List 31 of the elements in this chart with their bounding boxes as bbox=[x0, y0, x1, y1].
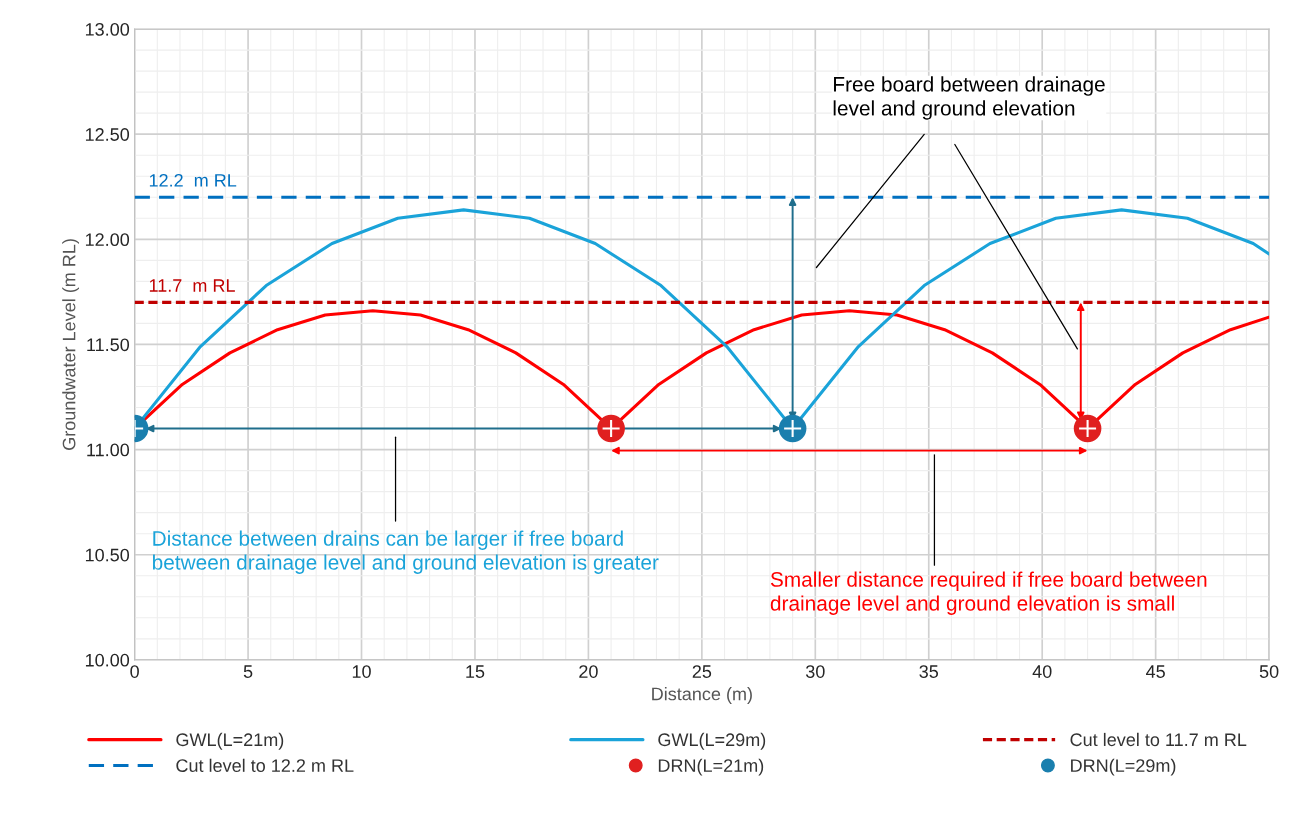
x-tick-label: 0 bbox=[130, 665, 139, 678]
annotation: Distance between drains can be larger if free board between drainage level and ground elevation is greater bbox=[152, 530, 659, 574]
y-tick-label: 12.00 bbox=[85, 233, 130, 247]
annotation: Free board between drainage level and ground elevation bbox=[833, 76, 1105, 120]
x-tick-label: 5 bbox=[243, 665, 253, 678]
x-tick-label: 30 bbox=[805, 665, 825, 678]
y-tick-label: 13.00 bbox=[85, 22, 130, 36]
x-tick-label: 10 bbox=[352, 665, 371, 678]
legend-label: DRN(L=21m) bbox=[658, 758, 764, 776]
annotation: 12.2 m RL bbox=[149, 173, 237, 187]
y-tick-label: 11.00 bbox=[87, 443, 130, 457]
x-tick-label: 20 bbox=[579, 665, 598, 678]
x-tick-label: 35 bbox=[919, 665, 939, 678]
x-axis-title: Distance (m) bbox=[652, 687, 752, 704]
x-tick-label: 45 bbox=[1146, 665, 1165, 678]
annotation: 11.7 m RL bbox=[149, 279, 235, 292]
annotation: Smaller distance required if free board between drainage level and ground elevation is small bbox=[770, 571, 1207, 615]
legend-label: Cut level to 11.7 m RL bbox=[1070, 732, 1247, 747]
x-tick-label: 15 bbox=[466, 665, 485, 678]
y-tick-label: 12.50 bbox=[85, 128, 130, 141]
x-tick-label: 25 bbox=[692, 665, 712, 678]
legend-label: GWL(L=29m) bbox=[658, 732, 766, 750]
x-tick-label: 40 bbox=[1032, 665, 1052, 678]
x-tick-label: 50 bbox=[1259, 665, 1279, 678]
legend-label: Cut level to 12.2 m RL bbox=[176, 758, 354, 772]
y-tick-label: 11.50 bbox=[87, 338, 130, 352]
y-tick-label: 10.50 bbox=[85, 548, 130, 562]
y-tick-label: 10.00 bbox=[85, 653, 130, 667]
legend-label: GWL(L=21m) bbox=[176, 732, 284, 750]
legend-label: DRN(L=29m) bbox=[1071, 758, 1176, 776]
y-axis-title: Groundwater Level (m RL) bbox=[62, 239, 80, 450]
